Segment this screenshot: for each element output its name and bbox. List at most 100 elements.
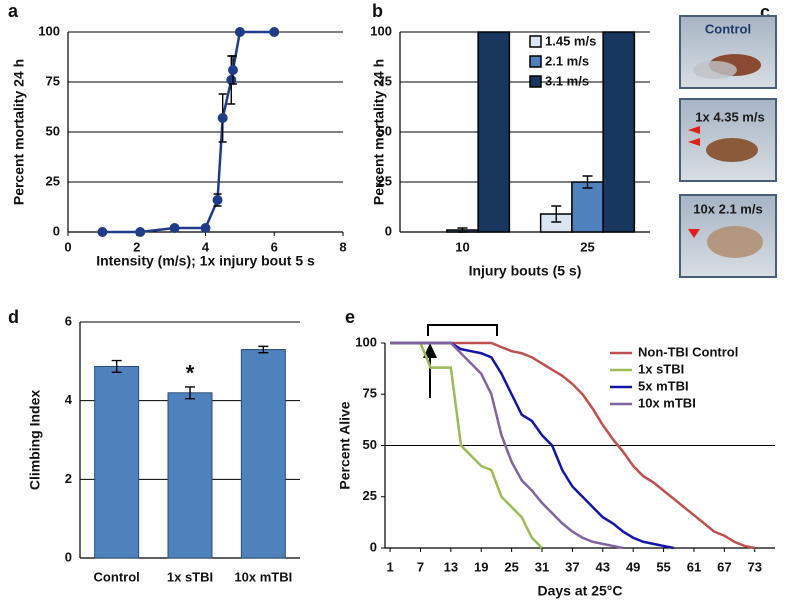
legend-label: Non-TBI Control: [638, 344, 738, 359]
y-tick-label: 6: [65, 313, 72, 328]
panel-label: d: [8, 307, 19, 327]
marker-arrow: [688, 126, 700, 134]
panel-label: b: [372, 1, 383, 21]
fly: [707, 226, 763, 258]
data-point: [269, 27, 280, 37]
x-axis-label: Injury bouts (5 s): [469, 263, 582, 279]
data-point: [228, 65, 238, 75]
data-line: [390, 341, 543, 549]
error-bar: [185, 386, 195, 400]
y-tick-label: 50: [46, 123, 60, 138]
error-bar: [258, 345, 269, 354]
x-tick-label: Control: [94, 569, 140, 584]
data-point: [234, 27, 245, 37]
photo-caption: Control: [705, 21, 751, 36]
panel-label: c: [760, 2, 770, 22]
bar: [240, 349, 286, 559]
y-tick-label: 75: [46, 73, 60, 88]
y-tick-label: 25: [378, 173, 392, 188]
photo-caption: 10x 2.1 m/s: [693, 201, 762, 216]
marker-arrow: [688, 138, 700, 146]
y-axis-label: Percent Alive: [337, 401, 353, 489]
x-tick-label: 10: [455, 239, 469, 254]
y-tick-label: 2: [65, 471, 72, 486]
x-tick-label: 37: [565, 559, 579, 574]
error-bar: [111, 359, 122, 374]
y-tick-label: 100: [355, 334, 377, 349]
y-tick-label: 75: [363, 386, 377, 401]
y-tick-label: 0: [53, 223, 60, 238]
y-tick-label: 50: [363, 437, 377, 452]
x-axis-label: Intensity (m/s); 1x injury bout 5 s: [96, 253, 315, 269]
x-tick-label: 2: [133, 239, 140, 254]
data-point: [200, 223, 211, 233]
x-tick-label: 31: [535, 559, 549, 574]
x-tick-label: 6: [271, 239, 278, 254]
x-tick-label: 25: [504, 559, 518, 574]
y-tick-label: 100: [370, 23, 392, 38]
legend-swatch: [529, 55, 542, 68]
y-tick-label: 100: [38, 23, 60, 38]
bar: [571, 181, 604, 233]
x-tick-label: 8: [339, 239, 346, 254]
data-point: [135, 227, 146, 237]
x-tick-label: 25: [580, 239, 594, 254]
arrow-head: [423, 343, 437, 358]
x-tick-label: 19: [474, 559, 488, 574]
error-bar: [457, 227, 468, 233]
wing: [693, 61, 737, 79]
y-axis-label: Percent mortality 24 h: [11, 59, 27, 205]
data-line: [102, 30, 275, 234]
bracket: [427, 324, 498, 336]
annotation: *: [186, 361, 195, 386]
x-tick-label: 61: [687, 559, 701, 574]
photo-caption: 1x 4.35 m/s: [695, 109, 764, 124]
x-tick-label: 67: [717, 559, 731, 574]
bar: [94, 365, 140, 559]
y-axis-label: Climbing Index: [27, 390, 43, 491]
x-tick-label: 73: [748, 559, 762, 574]
x-tick-label: 1x sTBI: [167, 569, 213, 584]
y-tick-label: 4: [65, 392, 73, 407]
y-tick-label: 25: [363, 488, 377, 503]
bar: [602, 31, 636, 233]
x-tick-label: 49: [626, 559, 640, 574]
x-tick-label: 55: [656, 559, 670, 574]
photo-panel: c Control 1x 4.35 m/s 10x 2.1 m/s: [679, 2, 777, 278]
error-bar: [551, 205, 562, 223]
y-tick-label: 0: [370, 539, 377, 554]
y-tick-label: 75: [378, 73, 392, 88]
data-point: [217, 113, 228, 123]
x-tick-label: 43: [596, 559, 610, 574]
y-axis-label: Percent mortality 24 h: [371, 59, 387, 205]
y-tick-label: 0: [65, 549, 72, 564]
x-tick-label: 13: [444, 559, 458, 574]
legend-swatch: [529, 35, 542, 48]
marker-arrow: [688, 229, 700, 238]
x-tick-label: 7: [417, 559, 424, 574]
panel-label: e: [345, 307, 355, 327]
legend-label: 3.1 m/s: [545, 73, 589, 88]
fly: [706, 138, 758, 162]
legend-label: 10x mTBI: [638, 395, 696, 410]
legend-label: 2.1 m/s: [545, 53, 589, 68]
bar: [477, 31, 511, 233]
data-line: [390, 341, 624, 550]
legend-label: 1.45 m/s: [545, 33, 596, 48]
data-point: [169, 223, 180, 233]
panel-label: a: [8, 1, 19, 21]
error-bar: [582, 175, 593, 189]
data-line: [390, 341, 755, 550]
legend-label: 1x sTBI: [638, 361, 684, 376]
x-tick-label: 10x mTBI: [234, 569, 292, 584]
bar: [167, 392, 213, 559]
x-axis-label: Days at 25°C: [538, 583, 623, 599]
data-point: [97, 227, 108, 237]
y-tick-label: 25: [46, 173, 60, 188]
legend-label: 5x mTBI: [638, 378, 689, 393]
x-tick-label: 1: [386, 559, 393, 574]
legend-swatch: [529, 75, 542, 88]
x-tick-label: 4: [202, 239, 210, 254]
